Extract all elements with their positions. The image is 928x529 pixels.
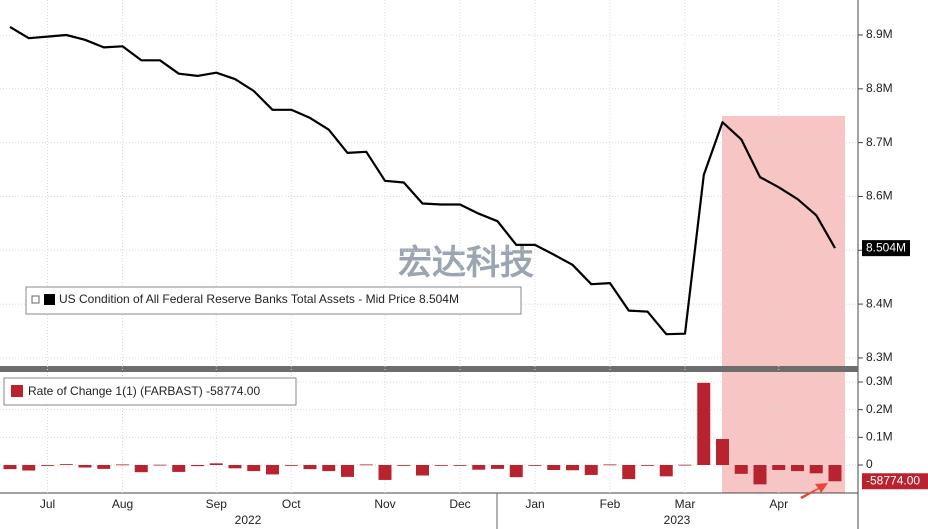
value-badge: [862, 473, 928, 490]
bar: [228, 465, 242, 469]
x-tick-label: Nov: [374, 497, 395, 511]
year-label: 2023: [664, 513, 691, 527]
y-tick-label: 0.1M: [866, 430, 893, 444]
line: [9, 25, 836, 336]
bar: [453, 465, 467, 466]
bar: [153, 464, 167, 466]
legend-box: [25, 286, 522, 315]
value-badge-label: -58774.00: [866, 473, 920, 487]
y-tick-label: 8.4M: [866, 296, 893, 310]
value-badge-label: 8.504M: [866, 240, 906, 254]
x-tick-label: Jul: [40, 497, 55, 511]
bar: [341, 465, 354, 477]
y-tick-label: 8.8M: [866, 81, 893, 95]
bar: [809, 465, 823, 474]
legend-box: [3, 377, 297, 406]
bar: [3, 465, 17, 470]
legend-value: -58774.00: [206, 384, 260, 398]
bar: [622, 465, 636, 480]
y-tick-label: 0.3M: [866, 374, 893, 388]
bar: [97, 465, 111, 469]
bar: [303, 465, 317, 470]
bar: [359, 464, 373, 466]
legend-swatch: [11, 385, 23, 397]
bar: [134, 465, 148, 473]
bar: [734, 465, 748, 474]
bar: [491, 465, 504, 469]
bar: [397, 465, 411, 466]
y-tick-label: 0.2M: [866, 402, 893, 416]
bar: [116, 464, 129, 466]
watermark: 宏达科技: [398, 243, 534, 282]
year-label: 2022: [235, 513, 262, 527]
bar: [509, 465, 523, 478]
bar: [603, 464, 617, 466]
bar: [41, 465, 54, 466]
legend-swatch: [44, 294, 55, 305]
bar: [472, 465, 486, 470]
panel-divider: [0, 366, 858, 372]
bar: [78, 465, 92, 468]
bar: [528, 465, 542, 466]
legend-value: 8.504M: [419, 292, 459, 306]
legend-toggle: [31, 295, 40, 304]
x-tick-label: Feb: [600, 497, 621, 511]
arrow: [800, 483, 828, 499]
x-tick-label: Apr: [769, 497, 788, 511]
x-tick-label: Dec: [449, 497, 470, 511]
bar: [172, 465, 186, 472]
legend-label: US Condition of All Federal Reserve Bank…: [59, 292, 416, 306]
bar: [416, 465, 429, 476]
legend-label: Rate of Change 1(1) (FARBAST): [28, 384, 203, 398]
legend: US Condition of All Federal Reserve Bank…: [25, 286, 522, 315]
x-tick-label: Jan: [525, 497, 544, 511]
bar: [584, 465, 598, 475]
bar: [828, 465, 842, 482]
bar: [284, 465, 298, 466]
bar: [191, 465, 204, 467]
y-tick-label: 8.9M: [866, 27, 893, 41]
bar: [772, 465, 786, 470]
bar: [547, 465, 561, 470]
bar: [697, 382, 711, 465]
legend: Rate of Change 1(1) (FARBAST) -58774.00: [3, 377, 297, 406]
bar: [716, 438, 729, 465]
bar: [791, 465, 804, 472]
bar: [659, 465, 673, 477]
x-tick-label: Oct: [282, 497, 301, 511]
value-badge: [862, 240, 910, 257]
y-tick-label: 8.3M: [866, 350, 893, 364]
x-tick-label: Aug: [112, 497, 133, 511]
bar: [59, 464, 73, 465]
bar: [209, 463, 223, 465]
bar: [247, 465, 261, 472]
bar: [322, 465, 336, 472]
x-tick-label: Mar: [675, 497, 696, 511]
bar: [753, 465, 767, 485]
legend-text: Rate of Change 1(1) (FARBAST) -58774.00: [28, 384, 260, 398]
x-tick-label: Sep: [206, 497, 228, 511]
y-tick-label: 0: [866, 457, 873, 471]
bar: [641, 465, 654, 466]
bar: [434, 465, 448, 466]
bar: [266, 465, 279, 475]
y-tick-label: 8.6M: [866, 189, 893, 203]
bar: [566, 465, 579, 471]
bar: [22, 465, 36, 471]
bar: [678, 464, 692, 466]
bar: [378, 465, 392, 480]
legend-text: US Condition of All Federal Reserve Bank…: [59, 292, 459, 306]
y-tick-label: 8.7M: [866, 135, 893, 149]
